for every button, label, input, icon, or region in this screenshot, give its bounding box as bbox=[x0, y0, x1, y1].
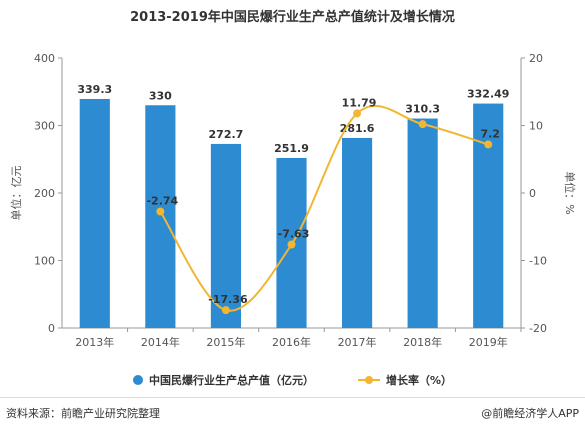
chart-legend: 中国民爆行业生产总产值（亿元） 增长率（%） bbox=[0, 371, 585, 389]
y-tick-label-right: 10 bbox=[529, 120, 543, 133]
legend-item-growth[interactable]: 增长率（%） bbox=[357, 372, 453, 388]
x-tick-label: 2014年 bbox=[141, 335, 180, 349]
bar bbox=[210, 143, 242, 328]
bar-data-label: 272.7 bbox=[209, 128, 244, 141]
y-tick-label-left: 300 bbox=[34, 120, 55, 133]
growth-rate-point bbox=[221, 306, 230, 315]
growth-rate-data-label: -7.63 bbox=[278, 228, 310, 241]
bar bbox=[145, 105, 176, 328]
y-tick-label-right: -10 bbox=[529, 255, 547, 268]
x-tick-label: 2017年 bbox=[338, 335, 377, 349]
source-note: 资料来源：前瞻产业研究院整理 bbox=[6, 407, 160, 420]
growth-rate-point bbox=[484, 140, 493, 149]
y-tick-label-left: 0 bbox=[48, 322, 55, 335]
bar-data-label: 310.3 bbox=[405, 103, 440, 116]
y-tick-label-right: 20 bbox=[529, 52, 543, 65]
growth-rate-data-label: -17.36 bbox=[208, 293, 248, 306]
bar bbox=[79, 98, 110, 328]
brand-credit: @前瞻经济学人APP bbox=[481, 407, 579, 420]
bar-data-label: 330 bbox=[149, 89, 172, 102]
bar-data-label: 339.3 bbox=[77, 83, 112, 96]
bar bbox=[407, 118, 438, 328]
legend-label-output: 中国民爆行业生产总产值（亿元） bbox=[148, 374, 314, 387]
growth-rate-data-label: -2.74 bbox=[146, 194, 178, 207]
x-tick-label: 2015年 bbox=[206, 335, 245, 349]
x-tick-label: 2016年 bbox=[272, 335, 311, 349]
x-tick-label: 2018年 bbox=[403, 335, 442, 349]
bar bbox=[341, 137, 373, 328]
growth-rate-point bbox=[353, 109, 362, 118]
y-tick-label-right: 0 bbox=[529, 187, 536, 200]
growth-rate-data-label: 11.79 bbox=[342, 96, 377, 109]
x-tick-label: 2019年 bbox=[469, 335, 508, 349]
growth-rate-point bbox=[156, 207, 165, 216]
x-tick-label: 2013年 bbox=[75, 335, 114, 349]
chart-title: 2013-2019年中国民爆行业生产总产值统计及增长情况 bbox=[130, 10, 455, 25]
footer: 资料来源：前瞻产业研究院整理 @前瞻经济学人APP bbox=[0, 397, 585, 424]
growth-rate-point bbox=[418, 120, 427, 129]
y-tick-label-left: 100 bbox=[34, 255, 55, 268]
chart-plot: 0 100 200 300 400 -20 -10 0 10 20 单位：亿元 单位：% 2013年 20… bbox=[9, 52, 577, 349]
growth-rate-data-label: 7.2 bbox=[480, 127, 500, 140]
y-tick-label-right: -20 bbox=[529, 322, 547, 335]
legend-item-output[interactable]: 中国民爆行业生产总产值（亿元） bbox=[132, 372, 314, 388]
y-tick-label-left: 200 bbox=[34, 187, 55, 200]
bar-series-swatch bbox=[132, 375, 143, 385]
growth-rate-point bbox=[287, 240, 296, 249]
bar-data-label: 251.9 bbox=[274, 142, 309, 155]
y-tick-label-left: 400 bbox=[34, 52, 55, 65]
y-axis-title-right: 单位：% bbox=[563, 171, 577, 214]
legend-label-growth: 增长率（%） bbox=[385, 374, 453, 387]
bar-data-label: 332.49 bbox=[467, 88, 509, 101]
line-series-swatch bbox=[357, 375, 380, 385]
y-axis-title-left: 单位：亿元 bbox=[9, 166, 23, 221]
